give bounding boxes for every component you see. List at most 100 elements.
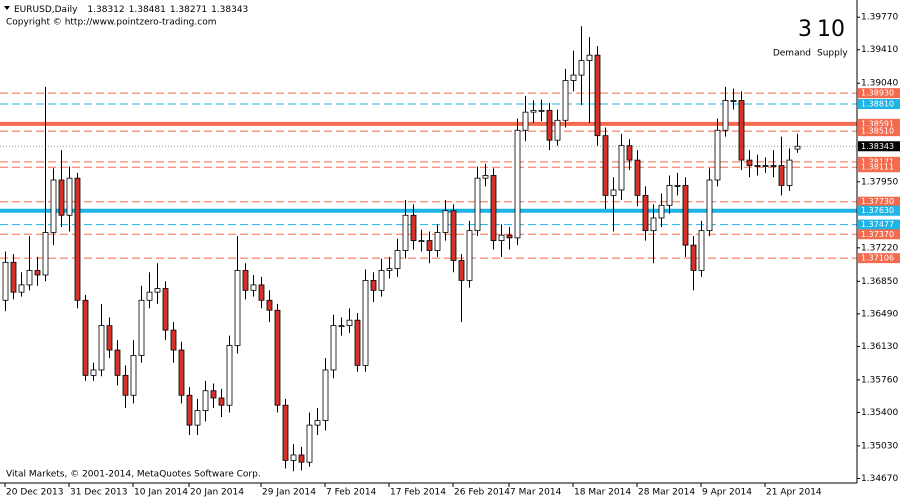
candle-body [482,175,489,179]
level-label-box [858,126,900,137]
candle-body [618,145,625,191]
candle-body [90,369,97,376]
y-tick-label: 1.35400 [861,408,898,418]
candle-body [738,99,745,161]
symbol: EURUSD,Daily [14,5,78,15]
candle-body [410,214,417,241]
candle-body [114,349,121,376]
x-tick-label: 28 Mar 2014 [638,488,695,498]
candle-body [170,329,177,351]
candle-body [506,234,513,239]
y-tick-label: 1.34670 [861,474,898,484]
x-tick-label: 7 Feb 2014 [326,488,377,498]
level-label-box [858,196,900,207]
supply-label: Supply [817,49,848,59]
candle-body [530,109,537,113]
open-value: 1.38312 [87,5,124,15]
candle-body [642,194,649,232]
candle-body [146,291,153,301]
supply-count: 10 [817,17,845,42]
candle-body [522,111,529,131]
candle-body [634,159,641,196]
candle-body [706,179,713,232]
x-tick-label: 18 Mar 2014 [574,488,631,498]
menu-arrow [4,6,10,10]
level-label: 1.38930 [861,89,894,98]
level-label: 1.37106 [861,254,894,263]
candle-body [330,325,337,371]
candle-body [786,159,793,186]
bid-label-box [858,141,900,152]
candle-body [562,80,569,121]
candle-body [130,355,137,396]
candle-body [178,349,185,396]
candle-body [370,279,377,291]
candle-body [242,270,249,291]
candle-body [26,270,33,286]
candle-body [74,177,81,301]
candle-body [66,177,73,216]
candle-body [746,159,753,166]
candle-body [346,319,353,327]
candle-body [754,165,761,167]
x-tick-label: 29 Jan 2014 [262,488,316,498]
candle-body [650,217,657,232]
candle-body [698,230,705,271]
candle-body [690,244,697,271]
y-tick-label: 1.37220 [861,243,898,253]
candle-body [258,284,265,301]
candle-body [154,288,161,293]
bid-label: 1.38343 [861,142,894,151]
candle-body [2,261,9,301]
candle-body [378,270,385,291]
x-tick-label: 21 Apr 2014 [766,488,822,498]
candle-body [98,325,105,371]
candle-body [202,390,209,412]
footer: Vital Markets, © 2001-2014, MetaQuotes S… [6,470,261,480]
candle-body [794,145,801,150]
candle-body [714,129,721,181]
candle-body [354,319,361,366]
candle-body [10,261,17,293]
candle-body [338,325,345,328]
candle-body [122,374,129,396]
candle-body [18,284,25,293]
level-label: 1.38591 [861,119,894,128]
candle-body [274,309,281,406]
candle-body [514,129,521,239]
candle-body [570,74,577,81]
symbol-header: EURUSD,Daily 1.38312 1.38481 1.38271 1.38343 [14,5,248,15]
candle-body [82,299,89,376]
candle-body [666,185,673,206]
y-tick-label: 1.36490 [861,309,898,319]
candle-body [778,165,785,186]
candle-body [418,240,425,242]
level-label-box [858,229,900,240]
candle-body [394,250,401,270]
candle-body [434,232,441,251]
x-tick-label: 31 Dec 2013 [70,488,128,498]
candle-body [306,424,313,463]
x-tick-label: 26 Feb 2014 [454,488,510,498]
level-label: 1.38171 [861,157,894,166]
candle-body [34,270,41,276]
levels [0,92,857,259]
candle-body [682,185,689,246]
y-tick-label: 1.35760 [861,375,898,385]
candle-body [498,234,505,241]
candle-body [298,454,305,463]
candle-body [194,410,201,426]
candle-body [474,177,481,232]
close-value: 1.38343 [211,5,248,15]
candle-body [50,179,57,233]
candle-body [42,232,49,276]
candle-body [290,454,297,461]
candle-body [762,165,769,167]
candle-body [282,404,289,461]
candle-body [770,165,777,167]
candle-body [138,299,145,356]
level-label: 1.38111 [861,163,894,172]
candle-body [458,260,465,281]
candle-body [426,240,433,251]
